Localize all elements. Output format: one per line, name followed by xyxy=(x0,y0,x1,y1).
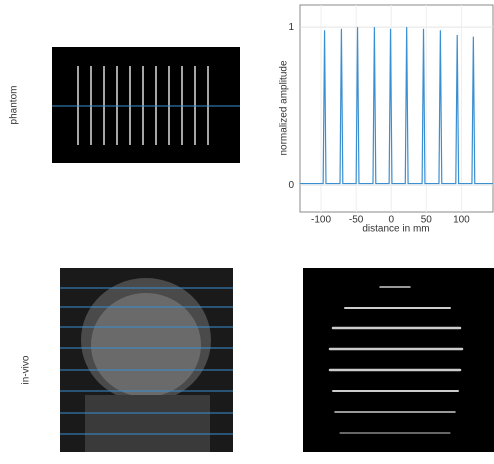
x-tick-label: -100 xyxy=(311,215,331,226)
row-label: phantom xyxy=(9,86,20,125)
y-axis-label: normalized amplitude xyxy=(279,60,290,155)
data-line xyxy=(300,27,493,183)
x-tick-label: 50 xyxy=(421,215,433,226)
figure: phantom in-vivo xyxy=(0,0,494,459)
x-tick-label: -50 xyxy=(349,215,364,226)
y-tick-label: 0 xyxy=(288,180,294,191)
x-tick-label: 0 xyxy=(388,215,394,226)
row-label: in-vivo xyxy=(21,355,32,384)
x-tick-label: 100 xyxy=(453,215,470,226)
in-vivo-image xyxy=(60,268,233,452)
x-axis-label: distance in mm xyxy=(362,224,429,235)
in-vivo-reconstruction xyxy=(303,268,494,452)
phantom-image xyxy=(52,47,240,163)
y-tick-label: 1 xyxy=(288,22,294,33)
plot-frame xyxy=(300,5,493,212)
